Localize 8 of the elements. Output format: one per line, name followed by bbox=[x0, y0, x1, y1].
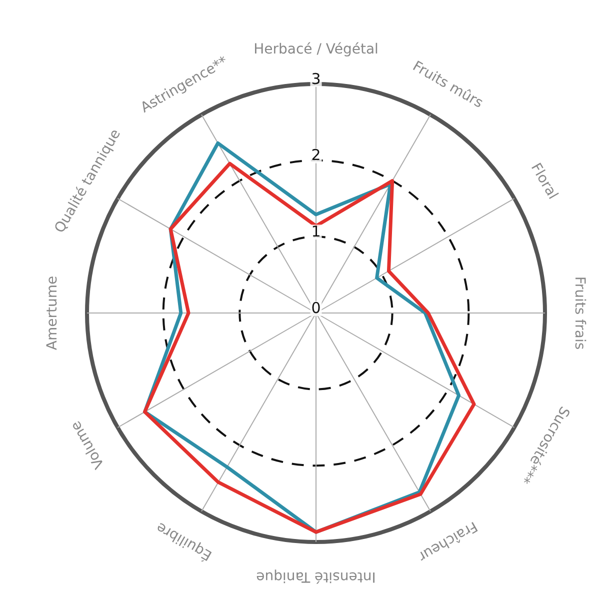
y-tick-label: 1 bbox=[311, 222, 321, 241]
y-tick-label: 2 bbox=[311, 146, 321, 164]
spoke-label: Fruits frais bbox=[571, 276, 588, 350]
spoke-label: Amertume bbox=[44, 276, 61, 350]
spoke-label: Intensité Tanique bbox=[256, 568, 376, 584]
y-tick-label: 3 bbox=[311, 70, 321, 88]
spoke-label: Herbacé / Végétal bbox=[254, 42, 378, 58]
y-tick-label: 0 bbox=[311, 298, 321, 317]
